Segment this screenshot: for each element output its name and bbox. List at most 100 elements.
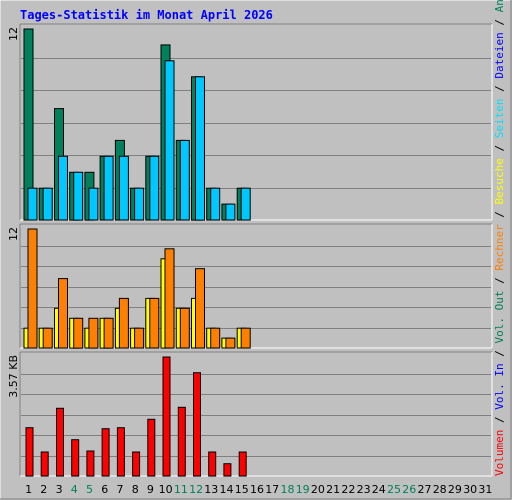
legend: Volumen / Vol. In / Vol. Out / Rechner /… [493,0,506,476]
x-tick-label: 1 [25,483,32,496]
bar [58,155,68,221]
x-tick-label: 6 [101,483,108,496]
bar [132,451,141,477]
legend-vol-in: Vol. In [493,363,506,409]
x-tick-label: 8 [132,483,139,496]
visits-panel: 12 [7,223,493,349]
bar [42,327,53,349]
x-tick-label: 4 [71,483,78,496]
bar [101,428,110,477]
bar [238,451,247,477]
bar [164,60,175,221]
x-tick-label: 24 [372,483,386,496]
legend-separator: / [493,12,506,32]
x-tick-label: 18 [281,483,295,496]
x-tick-label: 14 [220,483,234,496]
x-tick-label: 7 [117,483,124,496]
bar [193,372,201,477]
bar [58,278,68,349]
bar [27,228,38,349]
bar [208,451,217,477]
bar [149,297,160,349]
x-tick-label: 23 [357,483,371,496]
bar [86,450,95,477]
y-max-label: 12 [7,227,20,241]
x-tick-label: 10 [159,483,173,496]
bar [210,187,221,221]
x-tick-label: 16 [250,483,264,496]
bar [118,297,129,349]
bar [71,439,80,477]
requests-panel: 12 [7,23,493,221]
y-max-label: 12 [7,27,20,41]
legend-pages: Seiten [493,98,506,138]
bar [25,427,34,477]
x-tick-label: 25 [387,483,401,496]
x-tick-label: 20 [311,483,325,496]
y-max-label: 3.57 KB [7,355,20,398]
x-tick-label: 29 [448,483,462,496]
x-tick-label: 22 [341,483,355,496]
x-tick-label: 12 [189,483,203,496]
bar [240,327,251,349]
bar [179,307,190,349]
x-tick-label: 27 [418,483,432,496]
x-tick-label: 19 [296,483,310,496]
bar [147,418,156,477]
bar [42,187,53,221]
legend-volume: Volumen [493,430,506,476]
bar [134,187,145,221]
bar [103,155,114,221]
bar [27,187,38,221]
bar [177,406,186,477]
legend-files: Dateien [493,32,506,78]
bar [88,317,99,349]
legend-separator: / [493,204,506,224]
x-axis-labels: 1 2 3 4 5 6 7 8 9 10 11 12 13 14 15 16 17 18 19 20 21 22 23 24 2… [25,483,492,496]
bar [179,139,190,221]
volume-panel: 3.57 KB [7,351,493,477]
bar [210,327,221,349]
legend-separator: / [493,138,506,158]
bar [73,171,84,221]
x-tick-label: 31 [478,483,492,496]
x-tick-label: 11 [174,483,188,496]
bar [103,317,114,349]
bar [73,317,84,349]
bar [134,327,145,349]
bar [118,155,129,221]
bar [40,451,49,477]
legend-sites: Rechner [493,224,506,271]
bar [56,407,64,477]
x-tick-label: 5 [86,483,93,496]
x-tick-label: 17 [265,483,279,496]
bar [116,427,125,477]
x-tick-label: 9 [147,483,154,496]
x-tick-label: 28 [433,483,447,496]
x-tick-label: 21 [326,483,340,496]
legend-visits: Besuche [493,158,506,204]
bar [195,268,205,349]
bar [88,187,99,221]
bar [240,187,251,221]
bar [162,356,171,477]
x-tick-label: 15 [235,483,249,496]
x-tick-label: 3 [56,483,63,496]
legend-separator: / [493,344,506,364]
bar [223,463,232,477]
legend-separator: / [493,271,506,291]
x-tick-label: 13 [204,483,218,496]
bar [164,248,175,349]
panels: 12 12 3.57 KB [7,23,493,477]
x-tick-label: 26 [402,483,416,496]
legend-hits: Anfragen [493,0,506,12]
bar [195,76,205,221]
legend-vol-out: Vol. Out [493,291,506,344]
bar [225,203,236,221]
chart-title: Tages-Statistik im Monat April 2026 [20,8,273,22]
legend-separator: / [493,410,506,430]
x-tick-label: 30 [463,483,477,496]
